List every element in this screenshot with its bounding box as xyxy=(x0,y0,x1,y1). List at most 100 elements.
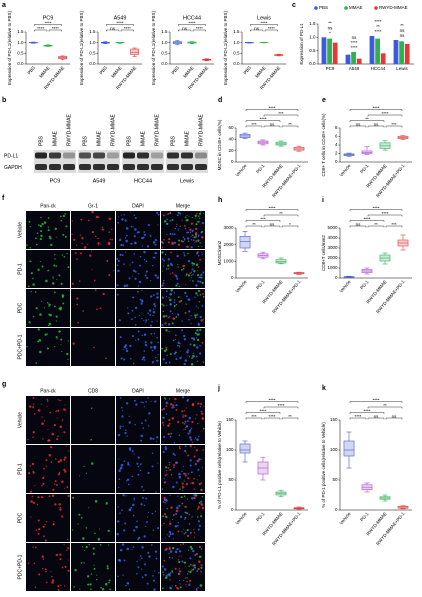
cell-signal xyxy=(129,357,132,360)
cell-signal xyxy=(169,303,172,306)
cell-signal xyxy=(193,338,196,341)
cell-signal xyxy=(183,251,185,254)
micrograph xyxy=(116,445,160,493)
cell-signal xyxy=(169,398,171,400)
cell-signal xyxy=(116,293,119,296)
cell-signal xyxy=(73,586,75,588)
cell-signal xyxy=(67,559,69,561)
cell-signal xyxy=(175,303,178,306)
x-tick-label: PBS xyxy=(26,65,36,75)
cell-signal xyxy=(154,243,157,246)
sig-label: **** xyxy=(268,105,275,110)
cell-signal xyxy=(201,341,204,344)
cell-signal xyxy=(81,236,84,240)
cell-signal xyxy=(57,460,60,464)
box xyxy=(239,443,251,454)
cell-signal xyxy=(118,458,120,460)
cell-signal xyxy=(97,216,100,219)
cell-signal xyxy=(143,406,146,408)
cell-signal xyxy=(39,260,41,262)
bar xyxy=(399,41,404,64)
row-label: PDC xyxy=(17,302,23,313)
cell-signal xyxy=(193,496,196,500)
cell-signal xyxy=(178,560,181,564)
cell-signal xyxy=(66,252,68,255)
cell-signal xyxy=(163,478,165,480)
cell-signal xyxy=(166,218,168,221)
box xyxy=(361,150,373,154)
cell-signal xyxy=(56,338,58,340)
sig-label: ** xyxy=(374,222,378,227)
box xyxy=(239,236,251,249)
cell-signal xyxy=(27,285,30,288)
cell-signal xyxy=(138,273,140,275)
cell-signal xyxy=(40,495,43,498)
cell-signal xyxy=(187,231,190,234)
cell-signal xyxy=(179,515,183,518)
cell-signal xyxy=(138,264,141,267)
cell-signal xyxy=(192,549,195,553)
cell-signal xyxy=(55,315,58,318)
cell-signal xyxy=(184,420,187,423)
cell-signal xyxy=(38,573,41,576)
cell-signal xyxy=(168,461,171,464)
blot-band xyxy=(195,152,207,159)
cell-signal xyxy=(174,334,177,337)
cell-signal xyxy=(62,233,65,236)
cell-signal xyxy=(203,405,205,407)
cell-signal xyxy=(171,313,173,315)
cell-signal xyxy=(196,333,200,336)
cell-signal xyxy=(139,469,142,472)
cell-signal xyxy=(40,403,43,405)
cell-signal xyxy=(169,435,172,438)
cell-signal xyxy=(32,396,35,399)
cell-signal xyxy=(183,423,186,425)
cell-signal xyxy=(92,547,95,550)
cell-signal xyxy=(172,538,174,540)
cell-signal xyxy=(194,463,197,466)
cell-signal xyxy=(179,586,181,588)
cell-signal xyxy=(195,235,198,238)
cell-signal xyxy=(164,445,167,448)
cell-signal xyxy=(169,550,173,553)
cell-signal xyxy=(183,480,185,482)
cell-signal xyxy=(55,265,58,268)
cell-signal xyxy=(198,524,201,528)
cell-signal xyxy=(120,357,123,360)
cell-signal xyxy=(93,567,96,570)
blot-band xyxy=(123,152,135,159)
y-axis-label: MDSC in CD45+ cells(%) xyxy=(217,119,222,170)
cell-signal xyxy=(131,261,134,264)
cell-signal xyxy=(172,466,175,469)
cell-signal xyxy=(95,235,97,238)
cell-signal xyxy=(199,584,203,587)
cell-signal xyxy=(171,585,173,587)
cell-signal xyxy=(50,243,53,247)
cell-signal xyxy=(65,225,68,228)
cell-signal xyxy=(60,399,62,402)
cell-signal xyxy=(130,225,133,228)
cell-signal xyxy=(175,403,178,407)
cell-signal xyxy=(185,274,187,277)
cell-signal xyxy=(132,514,135,517)
cell-signal xyxy=(187,454,190,457)
cell-signal xyxy=(38,339,42,342)
cell-signal xyxy=(42,438,44,440)
cell-signal xyxy=(190,471,193,474)
sig-bracket xyxy=(245,220,281,222)
cell-signal xyxy=(179,583,181,585)
cell-signal xyxy=(163,238,165,241)
cell-signal xyxy=(188,416,192,420)
blot-band xyxy=(137,164,149,170)
cell-signal xyxy=(186,529,189,532)
cell-signal xyxy=(163,559,166,562)
cell-signal xyxy=(99,544,102,546)
cell-signal xyxy=(163,568,167,571)
cell-signal xyxy=(183,334,186,338)
cell-signal xyxy=(179,350,181,352)
cell-signal xyxy=(184,516,187,519)
cell-signal xyxy=(182,487,184,489)
cell-signal xyxy=(76,244,78,246)
cell-signal xyxy=(71,220,74,222)
cell-signal xyxy=(42,558,45,561)
